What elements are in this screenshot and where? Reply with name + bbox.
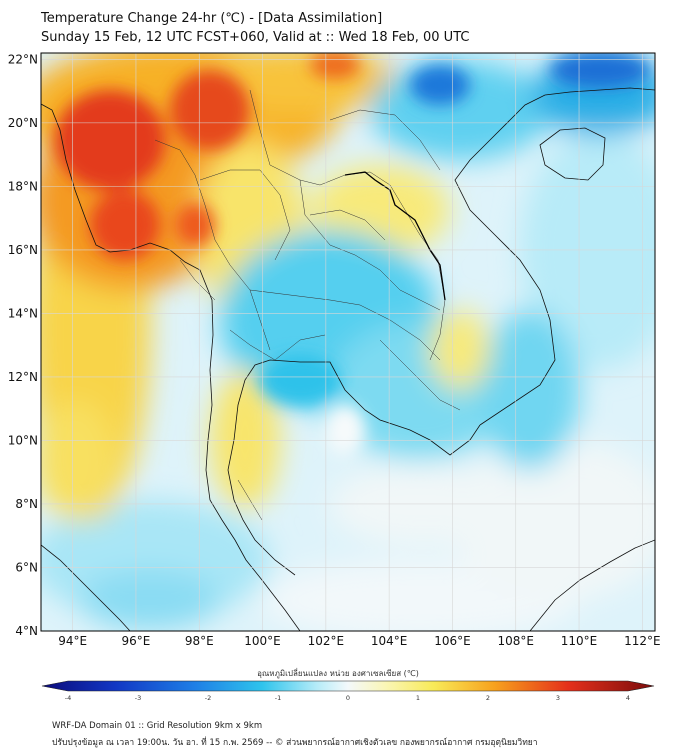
colorbar-ticks: -4 -3 -2 -1 0 1 2 3 4 <box>65 694 630 702</box>
colorbar-bar <box>41 680 655 692</box>
lon-label: 104°E <box>371 634 408 648</box>
colorbar-tick-label: -2 <box>205 694 211 702</box>
lat-label: 14°N <box>8 306 38 320</box>
longitude-labels: 94°E 96°E 98°E 100°E 102°E 104°E 106°E 108°E 110… <box>58 634 660 648</box>
colorbar-tick-label: 1 <box>416 694 420 702</box>
lat-label: 4°N <box>15 624 38 638</box>
colorbar-tick-label: 0 <box>346 694 350 702</box>
footer-credit: ปรับปรุงข้อมูล ณ เวลา 19:00น. วัน อา. ที… <box>52 738 538 748</box>
colorbar: -4 -3 -2 -1 0 1 2 3 4 <box>41 680 655 702</box>
map-frame <box>40 52 656 632</box>
colorbar-tick-label: -4 <box>65 694 71 702</box>
admin-boundaries <box>154 89 461 521</box>
country-borders <box>344 171 446 301</box>
map-title: Temperature Change 24-hr (℃) - [Data Ass… <box>41 11 383 26</box>
lon-label: 102°E <box>308 634 345 648</box>
lon-label: 106°E <box>434 634 471 648</box>
lon-label: 110°E <box>561 634 598 648</box>
lon-label: 108°E <box>497 634 534 648</box>
colorbar-tick-label: 4 <box>626 694 630 702</box>
lon-label: 100°E <box>244 634 281 648</box>
lat-label: 18°N <box>8 179 38 193</box>
temperature-field <box>41 53 655 631</box>
lon-label: 112°E <box>624 634 661 648</box>
lat-label: 6°N <box>15 560 38 574</box>
lat-label: 8°N <box>15 497 38 511</box>
lat-label: 16°N <box>8 243 38 257</box>
lon-label: 98°E <box>185 634 214 648</box>
lon-label: 96°E <box>122 634 151 648</box>
latitude-labels: 22°N 20°N 18°N 16°N 14°N 12°N 10°N 8°N 6°N 4°N <box>8 52 38 638</box>
footer-model-info: WRF-DA Domain 01 :: Grid Resolution 9km … <box>52 721 263 731</box>
lat-label: 20°N <box>8 116 38 130</box>
colorbar-tick-label: 2 <box>486 694 490 702</box>
lat-label: 22°N <box>8 52 38 66</box>
coastlines <box>41 87 655 631</box>
map-subtitle: Sunday 15 Feb, 12 UTC FCST+060, Valid at… <box>41 30 470 45</box>
colorbar-tick-label: 3 <box>556 694 560 702</box>
colorbar-tick-label: -1 <box>275 694 281 702</box>
lon-label: 94°E <box>58 634 87 648</box>
colorbar-tick-label: -3 <box>135 694 141 702</box>
colorbar-title: อุณหภูมิเปลี่ยนแปลง หน่วย องศาเซลเซียส (… <box>257 669 419 678</box>
lat-label: 10°N <box>8 433 38 447</box>
lat-label: 12°N <box>8 370 38 384</box>
